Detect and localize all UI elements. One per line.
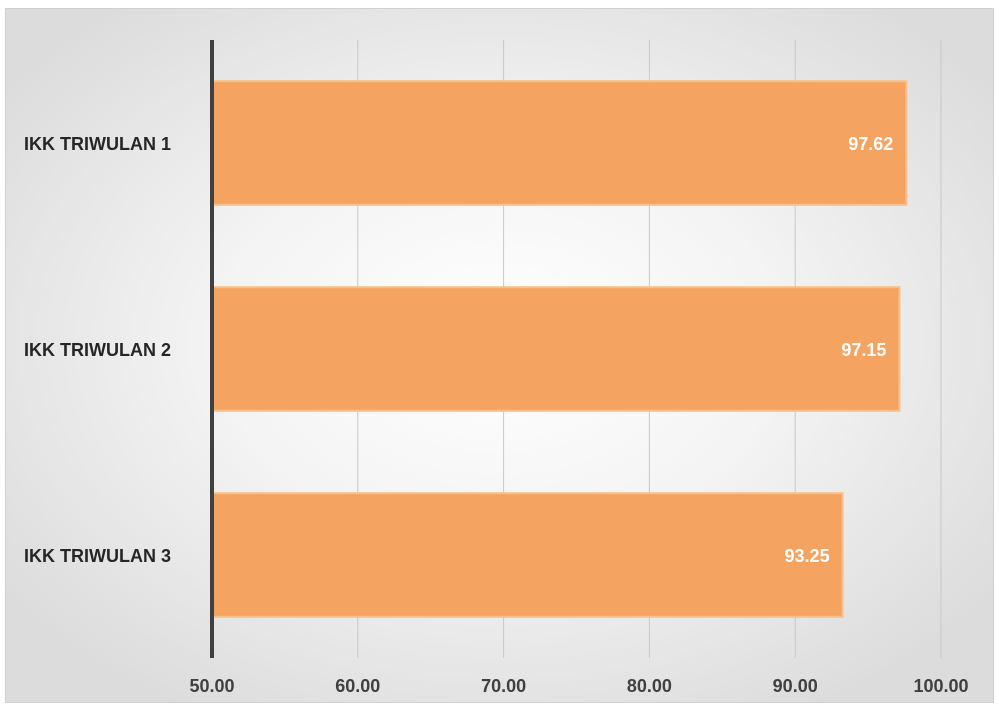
bar-1 [211, 80, 908, 206]
bar-3 [211, 492, 844, 618]
data-label: 97.62 [848, 134, 893, 154]
category-label: IKK TRIWULAN 2 [24, 340, 171, 360]
data-label: 93.25 [785, 546, 830, 566]
x-tick-label: 90.00 [773, 676, 818, 696]
bars [211, 80, 908, 618]
category-label: IKK TRIWULAN 1 [24, 134, 171, 154]
labels: 50.00 60.00 70.00 80.00 90.00 100.00 97.62 IKK … [24, 134, 969, 696]
x-tick-label: 70.00 [481, 676, 526, 696]
x-tick-label: 80.00 [627, 676, 672, 696]
category-label: IKK TRIWULAN 3 [24, 546, 171, 566]
x-tick-label: 50.00 [189, 676, 234, 696]
x-tick-label: 60.00 [335, 676, 380, 696]
x-tick-label: 100.00 [913, 676, 968, 696]
bar-2 [211, 286, 901, 412]
data-label: 97.15 [841, 340, 886, 360]
